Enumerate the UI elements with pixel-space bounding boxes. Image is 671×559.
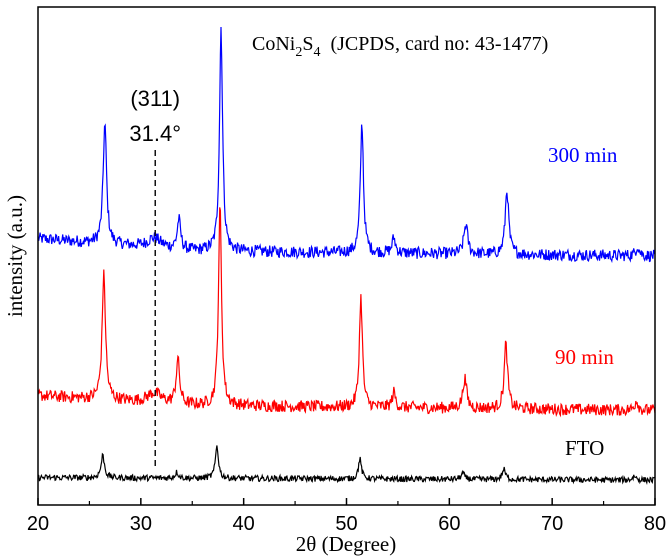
series-label-90-min: 90 min	[555, 345, 614, 369]
x-tick-label: 80	[644, 513, 666, 535]
x-tick-label: 30	[130, 513, 152, 535]
series-line-fto	[37, 445, 656, 486]
x-axis-title: 2θ (Degree)	[296, 532, 396, 556]
series-line-300-min	[37, 26, 656, 264]
x-tick-label: 20	[27, 513, 49, 535]
reference-hkl-label: (311)	[130, 86, 180, 111]
series-label-fto: FTO	[565, 436, 604, 460]
annotation-suffix: (JCPDS, card no: 43-1477)	[320, 33, 548, 55]
series-line-90-min	[37, 207, 656, 418]
annotation-sub1: 2	[295, 45, 302, 60]
ticks-layer: 20 30 40 50 60 70 80	[27, 498, 666, 535]
series-layer	[37, 26, 656, 486]
reference-angle-label: 31.4°	[129, 121, 181, 146]
x-tick-label: 40	[233, 513, 255, 535]
x-tick-label: 60	[438, 513, 460, 535]
series-label-300-min: 300 min	[548, 143, 618, 167]
card-annotation: CoNi2S4 (JCPDS, card no: 43-1477)	[252, 33, 548, 60]
x-tick-label: 70	[541, 513, 563, 535]
annotation-mid: S	[302, 33, 313, 55]
y-axis-title: intensity (a.u.)	[3, 195, 27, 317]
annotation-prefix: CoNi	[252, 33, 296, 55]
annotation-sub2: 4	[313, 45, 320, 60]
x-tick-label: 50	[335, 513, 357, 535]
